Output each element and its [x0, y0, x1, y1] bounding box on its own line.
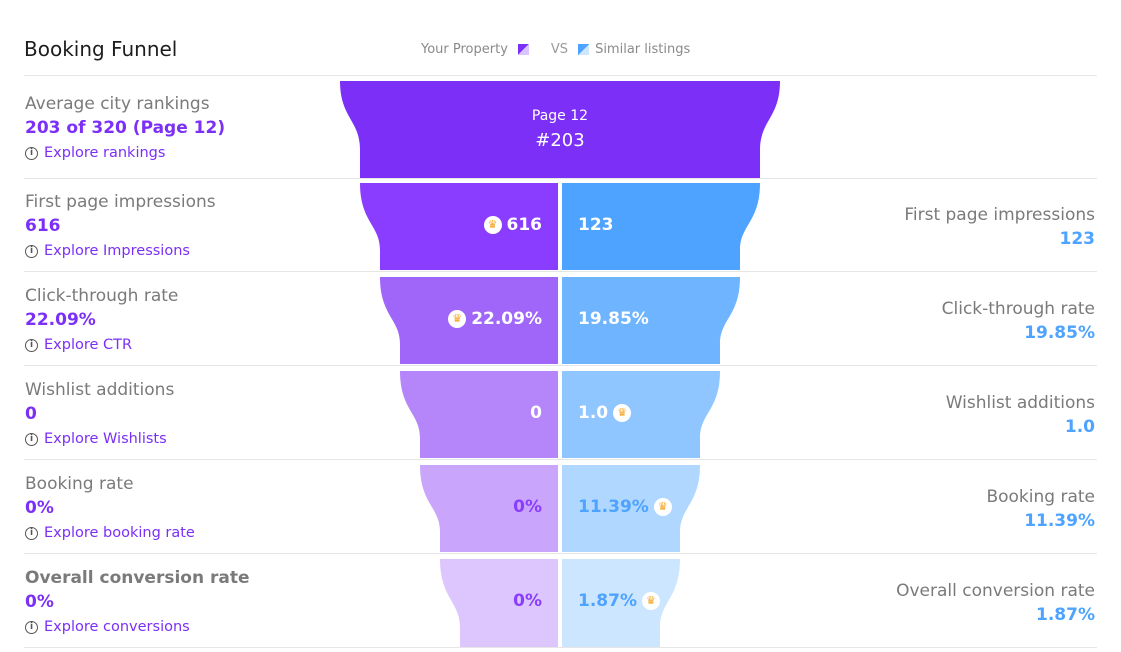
explore-rankings-link[interactable]: i Explore rankings — [25, 142, 225, 164]
funnel-conversion-left — [440, 559, 558, 647]
wishlist-block: Wishlist additions 0 i Explore Wishlists — [25, 378, 174, 450]
similar-wishlist-label: Wishlist additions — [945, 393, 1095, 413]
similar-conversion-value: 1.87% — [1036, 605, 1095, 625]
funnel-wishlist-left-value: 0 — [530, 403, 542, 423]
similar-conversion-block: Overall conversion rate 1.87% — [896, 579, 1095, 627]
funnel-booking-left-value: 0% — [513, 497, 542, 517]
similar-booking-label: Booking rate — [986, 487, 1095, 507]
funnel-impressions-left — [360, 183, 558, 270]
info-icon: i — [25, 338, 38, 352]
crown-icon: ♛ — [641, 592, 660, 610]
conversion-label: Overall conversion rate — [25, 568, 250, 588]
explore-ctr-link[interactable]: i Explore CTR — [25, 334, 178, 356]
funnel-ranking-segment — [340, 81, 780, 178]
funnel-booking-right — [562, 465, 700, 552]
legend-your-swatch — [517, 44, 529, 55]
funnel-ctr-left-value: ♛ 22.09% — [448, 309, 542, 329]
wishlist-label: Wishlist additions — [25, 380, 175, 400]
legend: Your Property VS Similar listings — [421, 42, 690, 57]
similar-booking-block: Booking rate 11.39% — [986, 485, 1095, 533]
divider — [24, 459, 1097, 460]
divider — [24, 647, 1097, 648]
crown-icon: ♛ — [653, 498, 672, 516]
similar-ctr-label: Click-through rate — [941, 299, 1095, 319]
funnel-wishlist-right-value: 1.0 ♛ — [578, 403, 632, 423]
divider — [24, 365, 1097, 366]
info-icon: i — [25, 620, 38, 634]
funnel-conversion-right — [562, 559, 680, 647]
info-icon: i — [25, 244, 38, 258]
explore-conversions-link[interactable]: i Explore conversions — [25, 616, 250, 638]
funnel-booking-left — [420, 465, 558, 552]
explore-booking-rate-link[interactable]: i Explore booking rate — [25, 522, 195, 544]
funnel-page-label: Page 12 — [531, 108, 589, 124]
ctr-block: Click-through rate 22.09% i Explore CTR — [25, 284, 178, 356]
booking-value: 0% — [25, 498, 54, 518]
funnel-booking-right-value: 11.39% ♛ — [578, 497, 672, 517]
funnel-ctr-right — [562, 277, 740, 364]
ranking-label: Average city rankings — [25, 94, 210, 114]
crown-icon: ♛ — [613, 404, 632, 422]
divider — [24, 75, 1097, 76]
similar-impressions-block: First page impressions 123 — [904, 203, 1095, 251]
info-icon: i — [25, 432, 38, 446]
info-icon: i — [25, 526, 38, 540]
legend-your-property: Your Property — [421, 42, 508, 57]
ctr-label: Click-through rate — [25, 286, 179, 306]
conversion-value: 0% — [25, 592, 54, 612]
funnel-impressions-left-value: ♛ 616 — [483, 215, 542, 235]
similar-booking-value: 11.39% — [1024, 511, 1095, 531]
divider — [24, 178, 1097, 179]
divider — [24, 271, 1097, 272]
ranking-block: Average city rankings 203 of 320 (Page 1… — [25, 92, 225, 164]
wishlist-value: 0 — [25, 404, 37, 424]
legend-similar-swatch — [578, 44, 590, 55]
funnel-impressions-right-value: 123 — [578, 215, 614, 235]
impressions-label: First page impressions — [25, 192, 216, 212]
funnel-wishlist-right — [562, 371, 720, 458]
crown-icon: ♛ — [448, 310, 467, 328]
page-title: Booking Funnel — [24, 37, 178, 61]
legend-vs: VS — [550, 42, 569, 57]
crown-icon: ♛ — [483, 216, 502, 234]
funnel-wishlist-left — [400, 371, 558, 458]
similar-ctr-value: 19.85% — [1024, 323, 1095, 343]
funnel-ctr-left — [380, 277, 558, 364]
divider — [24, 553, 1097, 554]
funnel-impressions-right — [562, 183, 760, 270]
funnel-conversion-right-value: 1.87% ♛ — [578, 591, 660, 611]
booking-block: Booking rate 0% i Explore booking rate — [25, 472, 195, 544]
similar-impressions-label: First page impressions — [904, 205, 1095, 225]
explore-impressions-link[interactable]: i Explore Impressions — [25, 240, 216, 262]
similar-ctr-block: Click-through rate 19.85% — [942, 297, 1095, 345]
impressions-block: First page impressions 616 i Explore Imp… — [25, 190, 216, 262]
similar-wishlist-block: Wishlist additions 1.0 — [946, 391, 1095, 439]
ctr-value: 22.09% — [25, 310, 96, 330]
conversion-block: Overall conversion rate 0% i Explore con… — [25, 566, 250, 638]
similar-wishlist-value: 1.0 — [1064, 417, 1095, 437]
info-icon: i — [25, 146, 38, 160]
funnel-conversion-left-value: 0% — [513, 591, 542, 611]
funnel-rank-value: #203 — [535, 130, 585, 151]
explore-wishlists-link[interactable]: i Explore Wishlists — [25, 428, 174, 450]
funnel-ctr-right-value: 19.85% — [578, 309, 649, 329]
booking-label: Booking rate — [25, 474, 134, 494]
similar-impressions-value: 123 — [1059, 229, 1096, 249]
similar-conversion-label: Overall conversion rate — [896, 581, 1095, 601]
legend-similar-listings: Similar listings — [595, 42, 691, 57]
ranking-value: 203 of 320 (Page 12) — [25, 118, 226, 138]
impressions-value: 616 — [25, 216, 61, 236]
